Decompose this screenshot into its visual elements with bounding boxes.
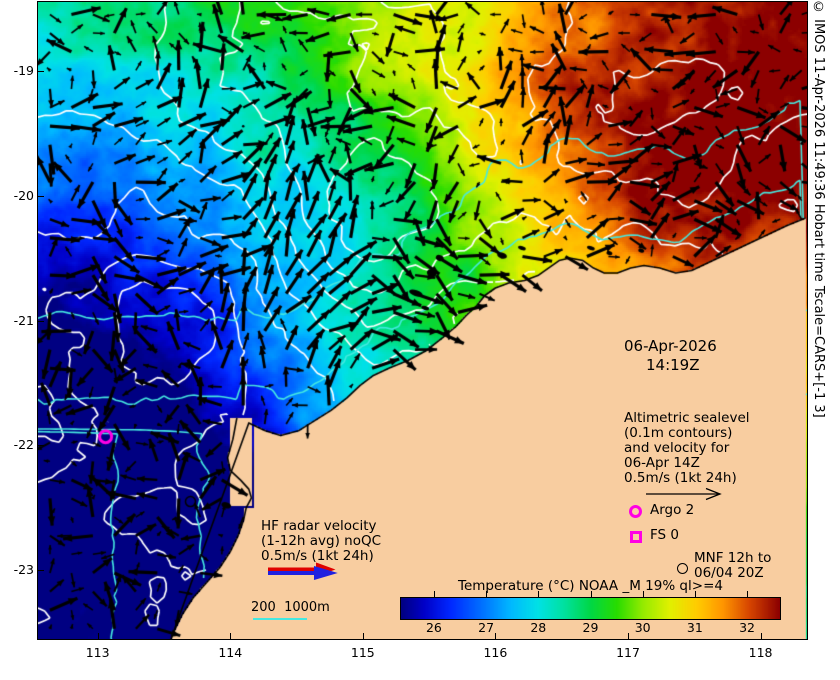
colorbar-tick-label: 28 <box>530 620 547 635</box>
x-tick-label: 118 <box>748 645 773 660</box>
overlay-vectors-contours <box>38 2 807 639</box>
colorbar-tick-mark <box>486 591 488 597</box>
legend-label-argo: Argo 2 <box>650 502 695 518</box>
imos-credit-text: © IMOS 11-Apr-2026 11:49:36 Hobart time … <box>811 0 826 418</box>
legend-label-fs: FS 0 <box>650 527 679 543</box>
x-tick-label: 117 <box>616 645 640 660</box>
hf-radar-legend-line-2: 0.5m/s (1kt 24h) <box>261 548 374 564</box>
colorbar-tick-label: 27 <box>478 620 495 635</box>
altimetry-legend-line-3: 06-Apr 14Z <box>624 455 700 471</box>
hf-radar-scale-arrow-icon <box>268 562 338 580</box>
x-tick-mark <box>628 633 629 639</box>
altimetry-scale-arrow-icon <box>646 487 722 501</box>
map-plot-area[interactable] <box>37 1 808 640</box>
altimetry-legend-line-4: 0.5m/s (1kt 24h) <box>624 470 737 486</box>
altimetry-legend-line-1: (0.1m contours) <box>624 425 733 441</box>
x-tick-mark <box>230 633 232 639</box>
x-tick-label: 116 <box>483 645 508 660</box>
bathymetry-legend-label: 200 1000m <box>251 600 330 615</box>
colorbar-tick-label: 32 <box>739 620 756 635</box>
x-tick-label: 115 <box>350 645 375 660</box>
colorbar-tick-label: 29 <box>582 620 599 635</box>
x-tick-mark <box>495 633 497 639</box>
colorbar-tick-mark <box>694 591 696 597</box>
mnf-circle-icon <box>677 563 688 574</box>
colorbar-tick-label: 31 <box>686 620 703 635</box>
argo-circle-icon <box>629 505 642 518</box>
x-tick-mark <box>362 633 364 639</box>
legend-label-mnf-line2: 06/04 20Z <box>694 565 764 581</box>
y-tick-mark <box>38 570 44 572</box>
imos-credit: © IMOS 11-Apr-2026 11:49:36 Hobart time … <box>811 0 837 640</box>
y-tick-mark <box>38 195 44 197</box>
colorbar-tick-mark <box>433 591 435 597</box>
colorbar-title: Temperature (°C) NOAA _M 19% ql>=4 <box>458 578 723 594</box>
colorbar-tick-label: 30 <box>634 620 651 635</box>
datetime-line1: 06-Apr-2026 <box>624 337 717 355</box>
y-tick-mark <box>38 70 44 72</box>
y-tick-label: -22 <box>13 437 34 453</box>
hf-radar-legend-line-1: (1-12h avg) noQC <box>261 533 382 549</box>
x-tick-label: 114 <box>218 645 243 660</box>
bathymetry-legend-line-icon <box>253 618 307 620</box>
y-tick-label: -19 <box>13 62 34 78</box>
y-tick-label: -20 <box>13 187 34 203</box>
colorbar-tick-mark <box>538 591 540 597</box>
colorbar-tick-label: 26 <box>425 620 442 635</box>
y-tick-label: -23 <box>13 562 34 578</box>
y-tick-mark <box>38 320 44 322</box>
temperature-colorbar[interactable] <box>400 597 781 620</box>
y-tick-mark <box>38 445 44 447</box>
hf-radar-legend-line-0: HF radar velocity <box>261 518 377 534</box>
altimetry-legend-line-0: Altimetric sealevel <box>624 410 750 426</box>
fs-square-icon <box>630 531 642 543</box>
colorbar-tick-mark <box>590 591 592 597</box>
x-tick-mark <box>97 633 99 639</box>
x-tick-label: 113 <box>85 645 110 660</box>
colorbar-tick-mark <box>642 591 644 597</box>
legend-label-mnf-line1: MNF 12h to <box>694 550 772 566</box>
y-tick-label: -21 <box>13 312 34 328</box>
datetime-line2: 14:19Z <box>646 356 700 374</box>
altimetry-legend-line-2: and velocity for <box>624 440 730 456</box>
colorbar-tick-mark <box>747 591 749 597</box>
x-tick-mark <box>760 633 762 639</box>
